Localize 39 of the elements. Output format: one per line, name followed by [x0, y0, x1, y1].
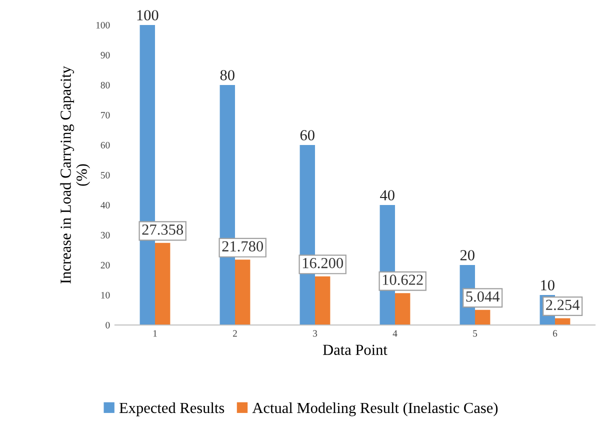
- y-tick-label: 10: [101, 292, 110, 298]
- bar: [155, 242, 170, 325]
- data-label: 27.358: [142, 224, 184, 235]
- x-tick-label: 1: [153, 330, 157, 337]
- legend-label: Expected Results: [119, 402, 224, 416]
- y-tick-label: 100: [96, 22, 110, 28]
- bar: [315, 276, 330, 325]
- data-label: 21.780: [222, 241, 264, 252]
- data-label: 10: [541, 280, 554, 290]
- data-label: 16.200: [302, 258, 344, 268]
- x-axis-title: Data Point: [322, 344, 388, 355]
- x-tick-label: 3: [313, 330, 318, 337]
- y-tick-label: 60: [100, 142, 110, 148]
- x-tick-label: 5: [473, 330, 478, 337]
- y-tick-label: 30: [100, 232, 110, 238]
- data-label: 40: [380, 190, 394, 200]
- x-tick-label: 4: [392, 330, 398, 337]
- bar: [395, 293, 410, 325]
- y-tick-label: 90: [100, 52, 110, 58]
- bar: [555, 318, 570, 325]
- x-tick-label: 2: [232, 330, 237, 337]
- data-label: 2.254: [546, 300, 580, 310]
- y-tick-label: 80: [100, 82, 110, 88]
- data-label: 10.622: [382, 274, 423, 286]
- y-tick-label: 0: [106, 322, 110, 328]
- data-label: 100: [137, 10, 158, 20]
- legend-label: Actual Modeling Result (Inelastic Case): [252, 402, 498, 416]
- y-axis-title: Increase in Load Carrying Capacity (%): [60, 66, 90, 284]
- bar: [475, 310, 490, 325]
- data-label: 60: [300, 130, 314, 140]
- x-tick-label: 6: [552, 330, 558, 337]
- y-tick-label: 40: [100, 202, 110, 208]
- data-label: 20: [460, 250, 474, 260]
- y-tick-label: 70: [101, 112, 110, 118]
- y-tick-label: 50: [100, 172, 110, 178]
- data-label: 5.044: [466, 291, 500, 302]
- y-tick-label: 20: [100, 262, 110, 268]
- data-label: 80: [220, 70, 234, 80]
- bar: [235, 260, 250, 325]
